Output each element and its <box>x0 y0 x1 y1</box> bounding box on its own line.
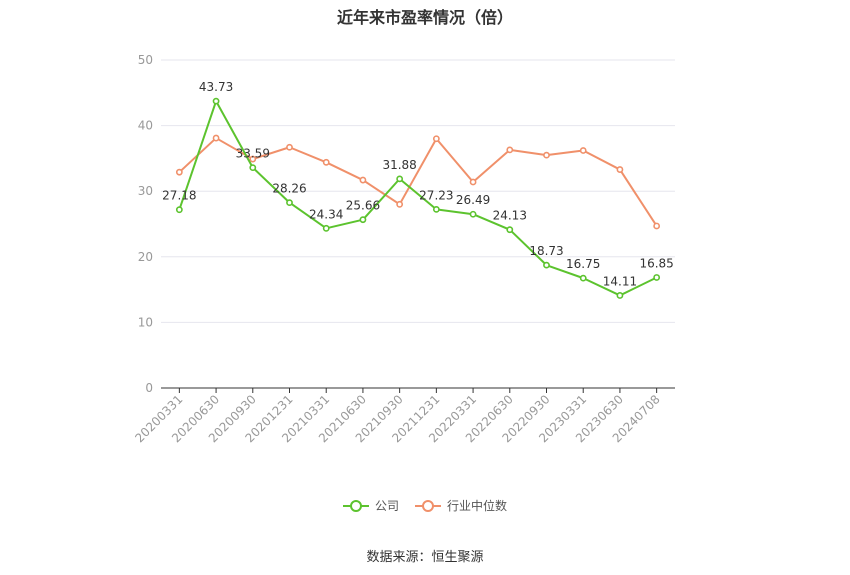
data-label: 31.88 <box>382 158 416 172</box>
series-1-point <box>653 222 661 230</box>
series-0-point <box>359 216 367 224</box>
chart-legend: 公司 行业中位数 <box>0 497 850 514</box>
y-tick-label: 50 <box>138 53 153 67</box>
series-0-point <box>469 210 477 218</box>
data-label: 16.85 <box>639 256 673 270</box>
series-0-point <box>506 226 514 234</box>
data-label: 16.75 <box>566 257 600 271</box>
series-1-point <box>359 176 367 184</box>
data-label: 24.13 <box>493 209 527 223</box>
series-1-point <box>396 200 404 208</box>
series-1-point <box>616 166 624 173</box>
series-0-point <box>543 261 550 269</box>
pe-ratio-chart: 0102030405020200331202006302020093020201… <box>132 53 675 445</box>
legend-industry-marker-icon <box>415 499 441 513</box>
series-1-point <box>543 151 550 159</box>
series-1-point <box>286 143 293 151</box>
data-label: 27.23 <box>419 188 453 202</box>
series-0-point <box>616 292 624 299</box>
series-0-point <box>579 274 587 282</box>
legend-company-marker-icon <box>342 499 369 513</box>
series-0-point <box>286 199 293 207</box>
y-tick-label: 20 <box>138 250 153 264</box>
data-label: 28.26 <box>272 182 306 196</box>
data-label: 43.73 <box>199 80 233 94</box>
y-tick-label: 0 <box>145 381 153 395</box>
legend-industry-label: 行业中位数 <box>447 499 508 513</box>
series-0-point <box>249 164 257 172</box>
y-tick-label: 40 <box>138 119 153 133</box>
series-0-point <box>322 224 330 232</box>
legend-company-label: 公司 <box>374 499 399 513</box>
series-0-point <box>432 205 440 213</box>
y-tick-label: 30 <box>138 184 153 198</box>
legend-item-company[interactable]: 公司 <box>342 497 399 514</box>
series-0-point <box>175 206 183 214</box>
series-1-point <box>322 158 330 166</box>
series-1-point <box>506 146 514 154</box>
legend-item-industry-median[interactable]: 行业中位数 <box>415 497 507 514</box>
data-source-note: 数据来源：恒生聚源 <box>366 550 484 565</box>
data-label: 27.18 <box>162 189 196 203</box>
series-1-point <box>579 147 587 154</box>
series-1-point <box>212 134 220 142</box>
series-0-point <box>396 175 404 183</box>
series-1-point <box>432 135 440 143</box>
series-1-point <box>249 155 257 163</box>
y-tick-label: 10 <box>138 315 153 329</box>
data-label: 14.11 <box>603 274 637 288</box>
data-label: 18.73 <box>529 244 563 258</box>
series-1-point <box>469 178 477 186</box>
data-label: 25.66 <box>346 199 380 213</box>
series-line-0 <box>178 100 658 297</box>
series-0-point <box>212 97 220 105</box>
series-0-point <box>653 274 661 281</box>
series-line-1 <box>178 137 658 227</box>
series-1-point <box>175 168 183 176</box>
data-label: 24.34 <box>309 207 343 221</box>
data-label: 26.49 <box>456 193 490 207</box>
data-label: 33.59 <box>236 147 270 161</box>
chart-title: 近年来市盈率情况（倍） <box>336 8 513 27</box>
